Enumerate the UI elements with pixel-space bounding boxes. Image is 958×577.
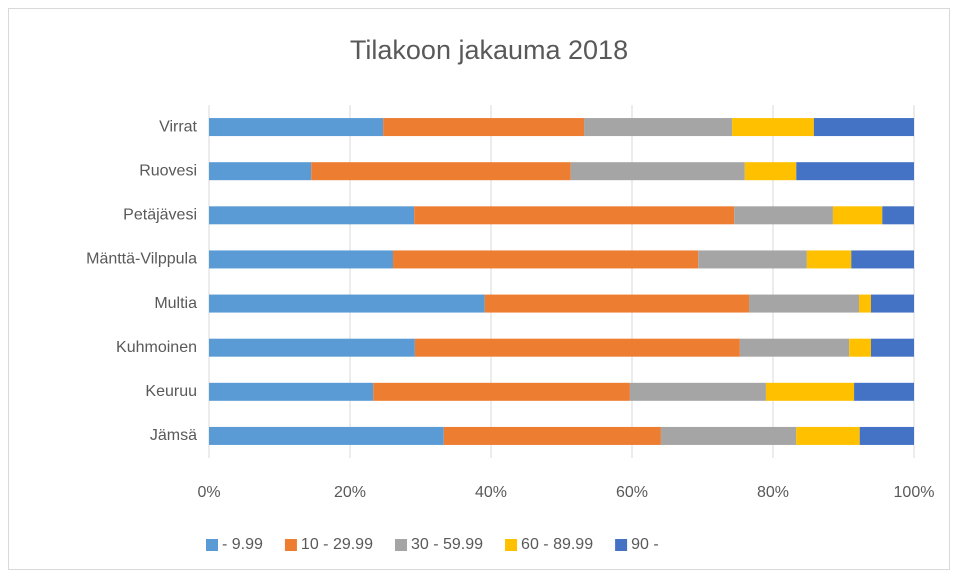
legend-swatch (206, 539, 218, 551)
legend-label: 60 - 89.99 (521, 536, 593, 553)
y-tick-label: Jämsä (150, 427, 197, 444)
bar-segment (414, 338, 740, 357)
y-tick-label: Virrat (159, 118, 197, 135)
bar-segment (796, 426, 860, 445)
bar-segment (393, 250, 699, 269)
legend-swatch (284, 539, 297, 551)
bar-segment (629, 382, 766, 401)
bar-segment (806, 250, 852, 269)
legend-label: 30 - 59.99 (411, 536, 483, 553)
bar-segment (209, 250, 394, 269)
bar-segment (209, 206, 415, 225)
x-tick-label: 80% (757, 484, 789, 501)
x-tick-label: 60% (616, 484, 648, 501)
y-tick-label: Kuhmoinen (116, 339, 197, 356)
bar-segment (698, 250, 807, 269)
bar-segment (484, 294, 750, 313)
bar-segment (832, 206, 883, 225)
x-tick-label: 40% (475, 484, 507, 501)
bar-segment (209, 162, 312, 181)
bar-segment (373, 382, 630, 401)
bar-segment (443, 426, 661, 445)
bar-segment (311, 162, 571, 181)
y-tick-label: Mänttä-Vilppula (86, 251, 197, 268)
legend-label: 10 - 29.99 (301, 536, 373, 553)
bar-segment (584, 118, 733, 137)
bar-segment (870, 294, 914, 313)
bar-segment (414, 206, 735, 225)
bar-segment (734, 206, 833, 225)
bar-segment (739, 338, 850, 357)
x-tick-label: 100% (894, 484, 935, 501)
chart-title: Tilakoon jakauma 2018 (350, 35, 628, 65)
bar-segment (744, 162, 797, 181)
y-tick-label: Ruovesi (139, 162, 197, 179)
bar-segment (209, 338, 415, 357)
bar-segment (851, 250, 914, 269)
legend-label: - 9.99 (222, 536, 263, 553)
bar-segment (660, 426, 797, 445)
y-tick-label: Keuruu (145, 383, 197, 400)
bar-segment (859, 294, 871, 313)
bar-segment (570, 162, 745, 181)
legend-label: 90 - (631, 536, 659, 553)
bar-segment (854, 382, 914, 401)
bar-segment (813, 118, 914, 137)
legend-swatch (615, 539, 628, 551)
x-tick-label: 20% (334, 484, 366, 501)
x-tick-label: 0% (197, 484, 220, 501)
y-tick-label: Multia (154, 295, 197, 312)
bar-segment (732, 118, 814, 137)
bar-segment (209, 426, 444, 445)
bar-segment (749, 294, 860, 313)
bar-segment (209, 382, 374, 401)
bar-segment (765, 382, 855, 401)
legend-swatch (394, 539, 407, 551)
bar-segment (859, 426, 914, 445)
legend-swatch (505, 539, 518, 551)
bar-segment (870, 338, 914, 357)
bar-segment (796, 162, 914, 181)
chart-border (8, 8, 950, 570)
bar-segment (383, 118, 585, 137)
bar-segment (849, 338, 871, 357)
bar-segment (209, 294, 485, 313)
bar-segment (209, 118, 384, 137)
y-tick-label: Petäjävesi (123, 207, 197, 224)
bar-segment (882, 206, 914, 225)
